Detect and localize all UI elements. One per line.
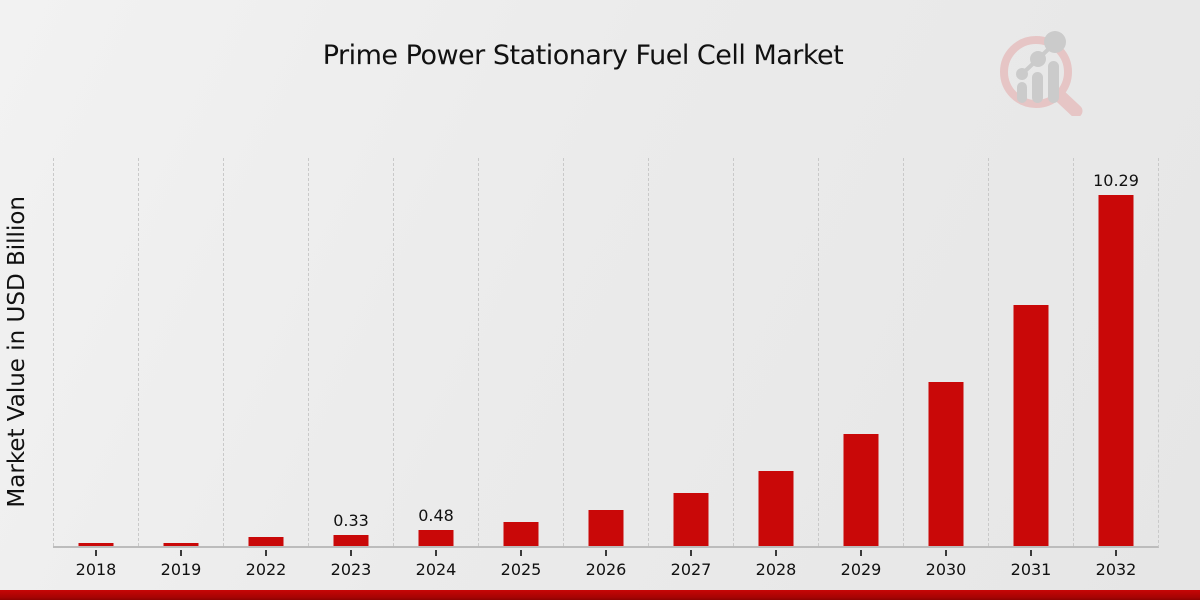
x-axis-tick-2019 (180, 550, 182, 556)
x-axis-label-2023: 2023 (330, 560, 372, 579)
x-axis-label-2027: 2027 (670, 560, 712, 579)
x-axis-tick-2023 (350, 550, 352, 556)
bar-2024 (418, 529, 454, 546)
bar-2019 (163, 543, 199, 546)
x-axis-label-2032: 2032 (1095, 560, 1137, 579)
chart-column-2029: 2029 (818, 158, 903, 579)
bar-2032 (1098, 194, 1134, 546)
bar-2022 (248, 537, 284, 546)
bar-2030 (928, 382, 964, 546)
logo-dot-large (1044, 31, 1066, 53)
chart-column-2019: 2019 (138, 158, 223, 579)
bar-2029 (843, 434, 879, 546)
footer-stripe (0, 590, 1200, 600)
logo-dot-medium (1030, 51, 1046, 67)
x-axis-label-2026: 2026 (585, 560, 627, 579)
x-axis-label-2024: 2024 (415, 560, 457, 579)
x-axis-tick-2022 (265, 550, 267, 556)
chart-column-2023: 0.33 2023 (308, 158, 393, 579)
magnifier-handle (1053, 89, 1083, 118)
magnifier-bar-chart-icon (1000, 31, 1083, 118)
x-axis-tick-2028 (775, 550, 777, 556)
x-axis-label-2018: 2018 (75, 560, 117, 579)
chart-column-2027: 2027 (648, 158, 733, 579)
x-axis-tick-2026 (605, 550, 607, 556)
bar-2031 (1013, 305, 1049, 546)
bar-2018 (78, 543, 114, 546)
bar-2028 (758, 470, 794, 546)
bar-2027 (673, 493, 709, 546)
y-axis-title: Market Value in USD Billion (4, 196, 30, 508)
logo-bar-tall (1048, 61, 1059, 103)
chart-column-2031: 2031 (988, 158, 1073, 579)
bar-value-label-2032: 10.29 (1093, 170, 1139, 190)
chart-column-2030: 2030 (903, 158, 988, 579)
x-axis-tick-2027 (690, 550, 692, 556)
x-axis-tick-2025 (520, 550, 522, 556)
x-axis-tick-2032 (1115, 550, 1117, 556)
chart-column-2022: 2022 (223, 158, 308, 579)
watermark-logo (992, 26, 1086, 118)
magnifier-ring (1000, 36, 1072, 108)
bar-value-label-2023: 0.33 (333, 510, 369, 530)
x-axis-label-2019: 2019 (160, 560, 202, 579)
chart-column-2026: 2026 (563, 158, 648, 579)
chart-title: Prime Power Stationary Fuel Cell Market (322, 40, 844, 71)
bar-value-label-2024: 0.48 (418, 505, 454, 525)
chart-column-2024: 0.48 2024 (393, 158, 478, 579)
logo-dot-small (1016, 68, 1028, 80)
y-axis-title-wrap: Market Value in USD Billion (4, 158, 30, 546)
chart-column-2025: 2025 (478, 158, 563, 579)
x-axis-tick-2024 (435, 550, 437, 556)
plot-area: 2018 2019 2022 0.33 2023 0.48 2024 2025 2026 2027… (53, 158, 1159, 579)
chart-column-2032: 10.29 2032 (1073, 158, 1158, 579)
chart-column-2018: 2018 (53, 158, 138, 579)
x-axis-label-2031: 2031 (1010, 560, 1052, 579)
x-axis-label-2030: 2030 (925, 560, 967, 579)
chart-column-2028: 2028 (733, 158, 818, 579)
x-axis-label-2029: 2029 (840, 560, 882, 579)
bar-2026 (588, 510, 624, 546)
bar-2023 (333, 534, 369, 546)
x-axis-tick-2030 (945, 550, 947, 556)
x-axis-tick-2018 (95, 550, 97, 556)
x-axis-label-2025: 2025 (500, 560, 542, 579)
x-axis-label-2022: 2022 (245, 560, 287, 579)
x-axis-label-2028: 2028 (755, 560, 797, 579)
bar-2025 (503, 522, 539, 546)
x-axis-tick-2029 (860, 550, 862, 556)
x-axis-tick-2031 (1030, 550, 1032, 556)
logo-bar-small (1017, 82, 1027, 103)
logo-bar-medium (1032, 72, 1043, 103)
